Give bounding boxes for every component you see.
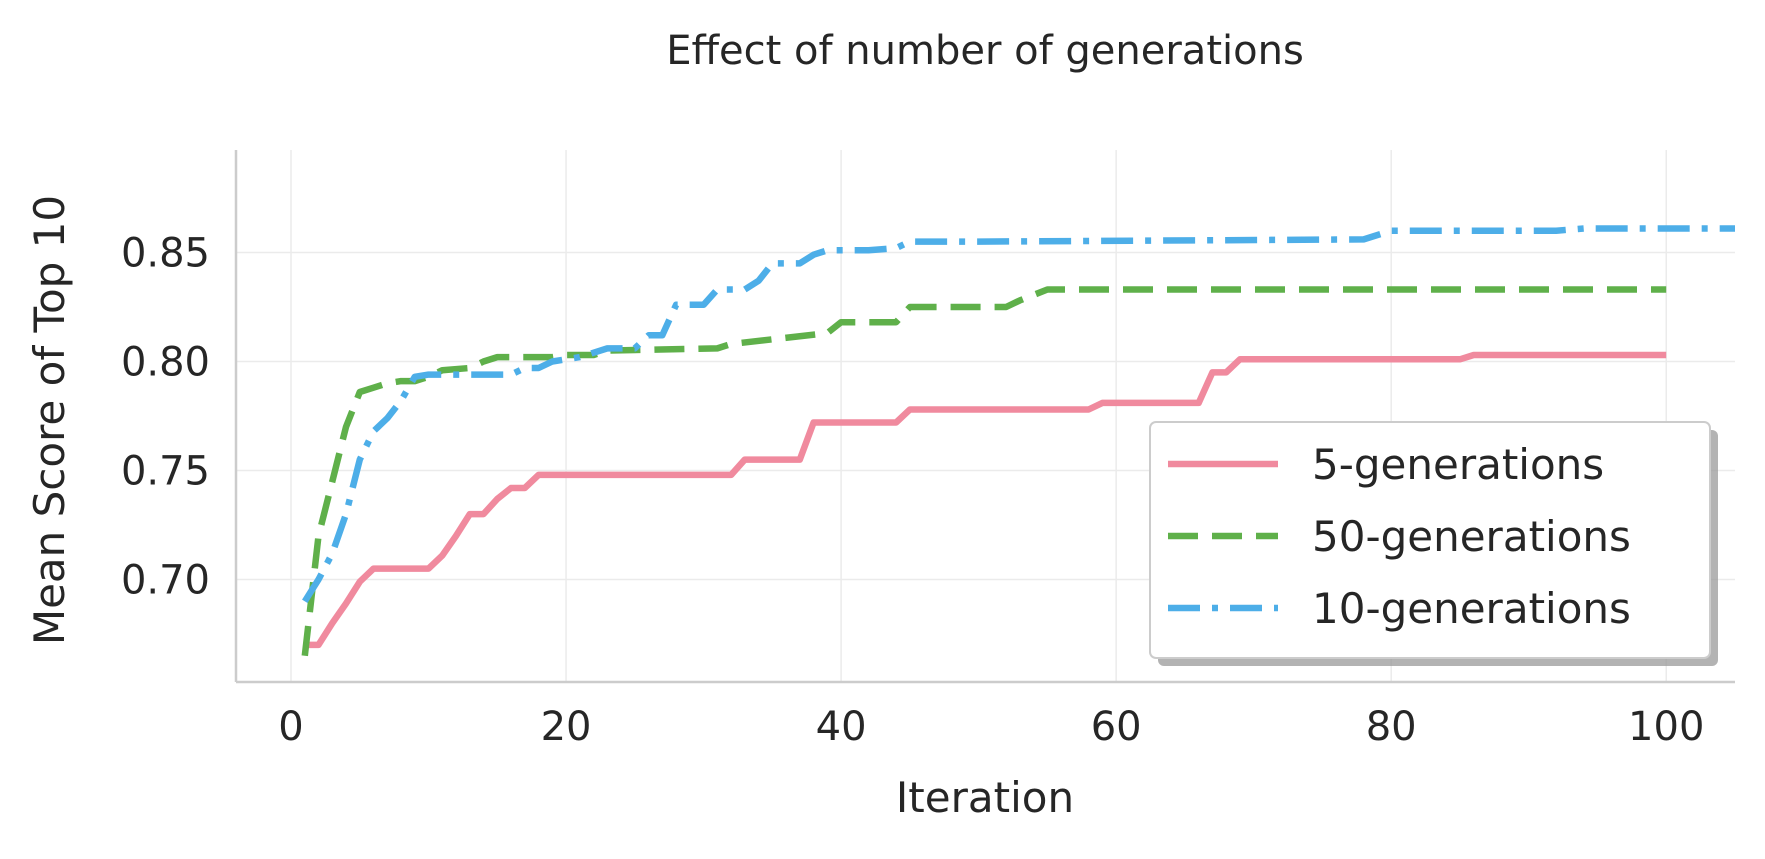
x-tick-label: 60 (1091, 704, 1142, 750)
y-tick-label: 0.80 (121, 339, 210, 385)
y-tick-label: 0.75 (121, 449, 210, 495)
tick-labels: 0 20 40 60 80 100 0.70 0.75 0.80 0.85 (121, 230, 1704, 750)
x-tick-label: 80 (1366, 704, 1417, 750)
grid (236, 150, 1735, 682)
legend-label-50-generations: 50-generations (1312, 512, 1631, 561)
axes-spines (234, 150, 1735, 684)
plot-lines (301, 225, 1735, 657)
x-tick-label: 40 (816, 704, 867, 750)
series-line-5-generations (304, 351, 1667, 649)
x-tick-label: 100 (1628, 704, 1704, 750)
legend: 5-generations 50-generations 10-generation… (1149, 421, 1718, 666)
x-tick-label: 0 (278, 704, 303, 750)
series-line-50-generations (301, 286, 1667, 657)
y-tick-label: 0.85 (121, 230, 210, 276)
y-axis-label: Mean Score of Top 10 (25, 195, 74, 645)
chart-title: Effect of number of generations (666, 28, 1304, 74)
legend-label-10-generations: 10-generations (1312, 584, 1631, 633)
series-line-10-generations (302, 225, 1735, 604)
legend-frame (1149, 421, 1711, 659)
legend-label-5-generations: 5-generations (1312, 440, 1604, 489)
y-tick-label: 0.70 (121, 558, 210, 604)
x-axis-label: Iteration (896, 773, 1074, 822)
x-tick-label: 20 (541, 704, 592, 750)
